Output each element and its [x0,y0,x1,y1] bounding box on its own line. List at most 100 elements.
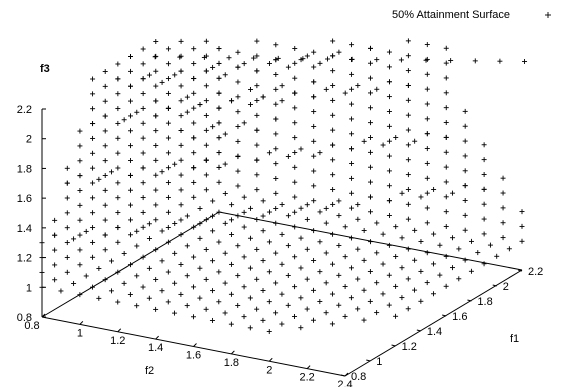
surface-point [222,220,228,226]
surface-point [201,54,207,60]
surface-point [405,246,411,252]
surface-point [153,68,159,74]
surface-point [443,253,449,259]
surface-point [254,246,260,252]
surface-point [311,168,317,174]
axis-line-f1-right [344,269,523,377]
surface-point [128,54,133,59]
surface-point [90,239,96,245]
surface-point [386,212,392,218]
surface-point [273,190,279,196]
surface-point [355,83,361,89]
surface-point [178,113,184,119]
surface-point [178,128,184,133]
tick-mark-f2 [231,350,235,355]
surface-point [203,187,209,193]
surface-point [393,313,399,319]
axis-label-f1: f1 [510,333,519,345]
surface-point [254,112,260,118]
surface-point [424,250,430,256]
tick-mark-f1 [467,299,472,302]
surface-point [317,239,323,245]
surface-point [481,186,487,192]
surface-point [140,120,146,126]
surface-point [304,306,310,312]
surface-point [449,265,455,271]
surface-point [254,276,260,282]
ticks-f1: 0.8 1 1.2 1.4 1.6 1.8 2 2.2 [340,266,543,383]
surface-point [399,265,405,271]
surface-point [424,175,430,181]
surface-point [134,228,140,234]
surface-point [241,120,247,126]
surface-point [393,283,399,289]
surface-point [336,242,342,248]
surface-point [355,202,361,208]
surface-point [348,295,354,301]
surface-point [311,257,317,263]
surface-point [292,179,298,185]
surface-point [266,269,272,275]
surface-point [361,257,367,263]
surface-point [216,46,222,52]
surface-point [292,209,298,215]
surface-point [128,143,133,149]
tick-label-f1: 2 [503,281,509,293]
tick-mark-f2 [344,372,349,377]
surface-point [235,138,241,144]
surface-point [349,131,355,137]
surface-point [254,98,260,104]
surface-point [336,213,342,219]
surface-point [102,98,108,104]
surface-point [178,187,184,193]
surface-point [203,172,209,178]
surface-point [519,209,525,215]
surface-point [90,210,96,216]
surface-point [115,120,121,126]
surface-point [235,109,241,115]
surface-point [191,224,197,230]
tick-label-f2: 2.4 [337,379,352,387]
surface-point [380,231,386,237]
surface-point [260,317,266,323]
surface-point [178,68,184,74]
surface-point [386,168,392,174]
surface-point [216,299,222,305]
surface-point [254,157,260,163]
surface-point [247,235,253,241]
surface-point [462,153,468,159]
surface-point [77,292,83,298]
surface-point [165,135,171,141]
surface-point [71,236,77,242]
surface-point [235,168,241,174]
surface-point [128,158,133,163]
surface-point [140,46,146,52]
surface-point [128,187,133,193]
surface-point [437,242,443,248]
surface-point [102,202,108,208]
surface-point [102,232,108,238]
tick-label-f1: 1.4 [427,326,442,338]
surface-point [216,90,222,96]
surface-point [468,238,474,244]
tick-label-f2: 1.4 [148,342,163,354]
surface-point [64,269,70,275]
surface-point [172,72,178,78]
surface-point [153,83,159,89]
axis-label-f2: f2 [145,365,154,377]
surface-point [153,113,159,119]
surface-point [235,94,241,100]
surface-point [210,124,216,130]
surface-point [386,123,392,129]
surface-point [165,150,171,156]
surface-point [178,98,184,104]
surface-point [412,287,418,293]
surface-point [96,176,102,182]
surface-point [178,142,184,148]
surface-point [462,257,468,263]
surface-point [90,135,96,141]
surface-point [216,209,222,215]
surface-point [336,302,342,308]
tick-mark-f2 [155,335,159,340]
surface-point [462,212,468,218]
